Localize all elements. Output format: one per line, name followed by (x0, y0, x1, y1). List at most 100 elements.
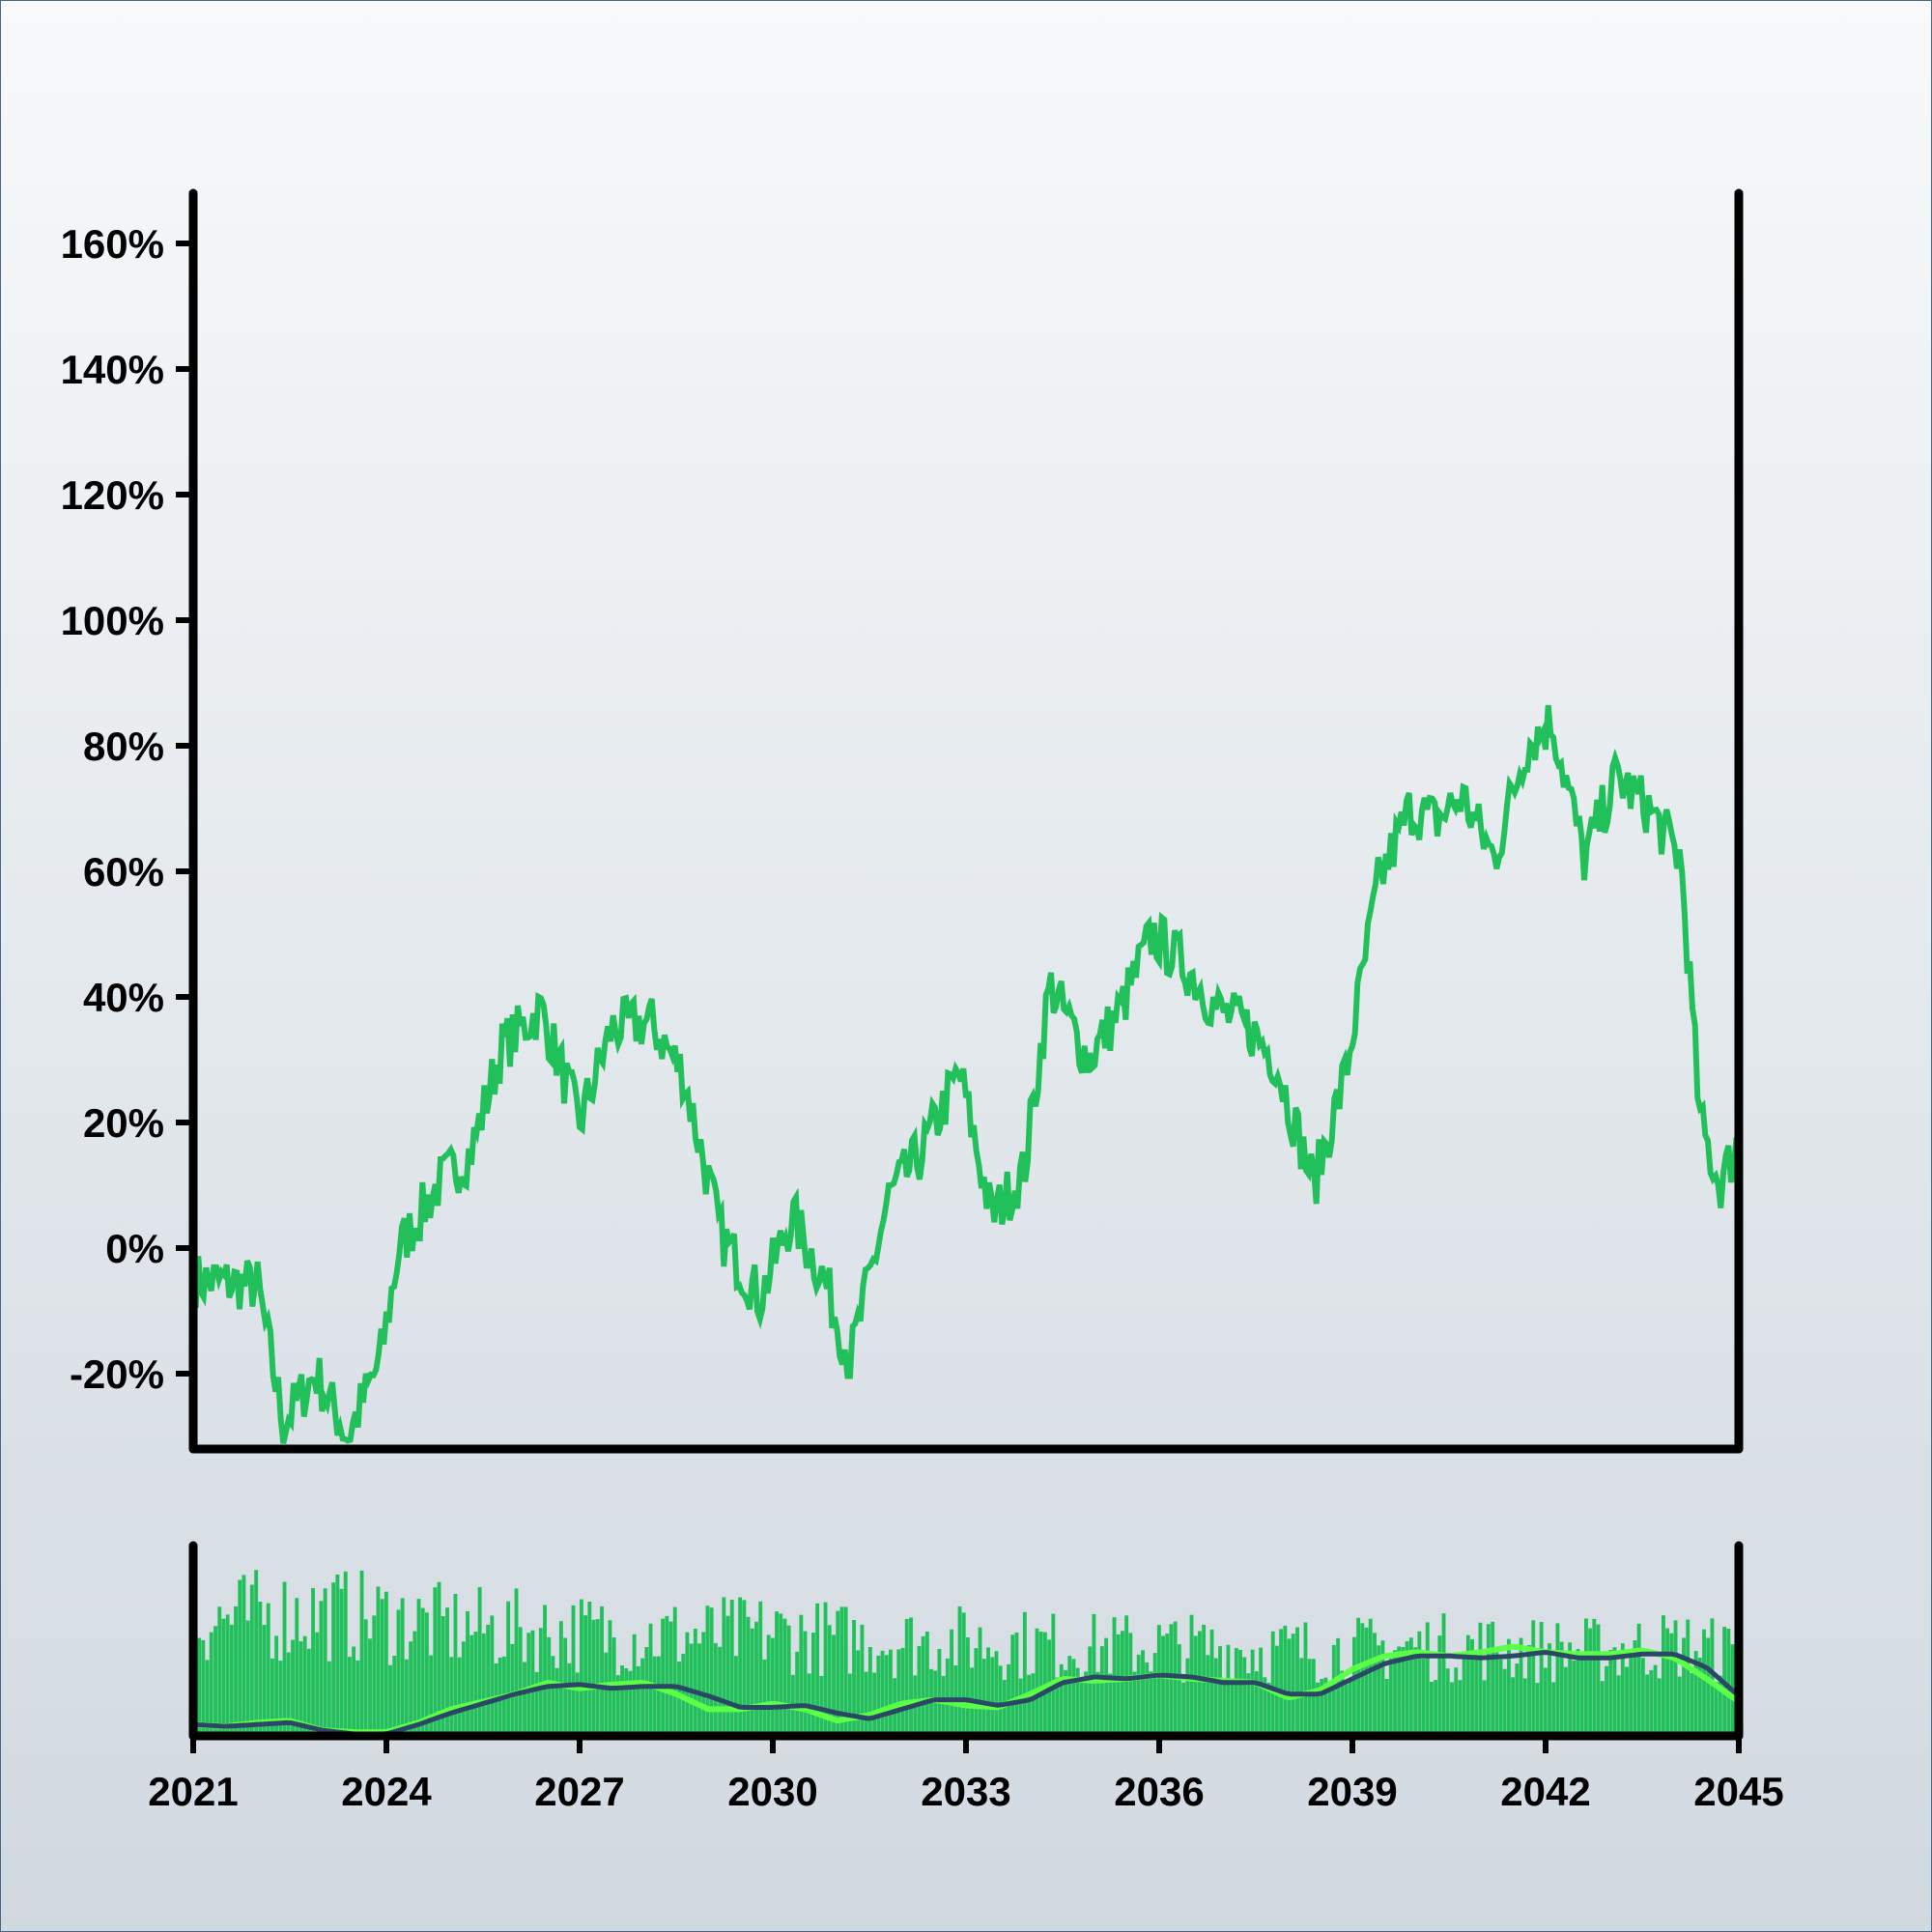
volume-bar (1494, 1652, 1499, 1736)
volume-bar (864, 1671, 868, 1736)
volume-bar (1124, 1615, 1129, 1736)
volume-bar (461, 1641, 466, 1736)
volume-bar (363, 1619, 368, 1736)
volume-bar (1633, 1640, 1637, 1736)
volume-bar (234, 1605, 238, 1736)
volume-bar (782, 1618, 787, 1736)
volume-bar (1636, 1623, 1641, 1736)
volume-bar (266, 1603, 270, 1736)
volume-bar (1706, 1637, 1711, 1736)
volume-bar (1327, 1682, 1332, 1736)
volume-bar (1010, 1634, 1015, 1736)
price-panel: -20% 0% 20% 40% 60% 80% 100% 120% 140% 160% (61, 188, 1744, 1454)
volume-bar (1320, 1679, 1324, 1736)
volume-bar (1726, 1629, 1731, 1736)
volume-bar (722, 1597, 726, 1736)
volume-bar (298, 1641, 303, 1736)
volume-bar (1462, 1651, 1466, 1736)
volume-bar (1198, 1631, 1202, 1736)
volume-bar (924, 1632, 929, 1736)
volume-bar (904, 1619, 909, 1736)
volume-bar (225, 1614, 230, 1736)
volume-bar (762, 1659, 767, 1736)
volume-bar (1291, 1634, 1295, 1736)
volume-bar (1095, 1671, 1100, 1736)
volume-bar (709, 1607, 714, 1736)
volume-bar (1600, 1681, 1605, 1736)
volume-bar (648, 1623, 653, 1736)
volume-bar (786, 1625, 791, 1736)
volume-bar (742, 1600, 747, 1736)
volume-bar (1104, 1637, 1109, 1736)
volume-bar (1352, 1636, 1356, 1736)
volume-bar (775, 1611, 779, 1736)
volume-bar (1629, 1656, 1634, 1736)
volume-bar (388, 1664, 392, 1736)
volume-bar (335, 1575, 340, 1736)
volume-bar (197, 1637, 202, 1736)
volume-bar (1576, 1649, 1580, 1736)
volume-bar (1640, 1658, 1645, 1736)
volume-bar (677, 1662, 681, 1736)
volume-bar (884, 1655, 889, 1736)
volume-bar (770, 1637, 775, 1736)
volume-bar (1022, 1611, 1027, 1736)
volume-bar (839, 1606, 844, 1736)
volume-bar (937, 1649, 942, 1736)
volume-bar (481, 1633, 486, 1736)
y-tick-label: 140% (61, 347, 164, 392)
volume-bar (961, 1612, 966, 1736)
volume-bar (1014, 1633, 1019, 1736)
volume-bar (1563, 1666, 1568, 1736)
volume-bar (201, 1639, 206, 1736)
volume-bar (1051, 1613, 1056, 1736)
volume-bar (628, 1670, 633, 1736)
volume-bar (209, 1632, 213, 1736)
volume-bar (1088, 1646, 1093, 1736)
x-tick-label: 2024 (341, 1769, 432, 1814)
volume-bar (1616, 1675, 1621, 1736)
volume-bar (1608, 1650, 1613, 1736)
volume-bar (1368, 1618, 1373, 1736)
volume-bar (1669, 1633, 1674, 1736)
volume-bar (1697, 1658, 1702, 1736)
volume-bar (425, 1612, 429, 1736)
x-tick-label: 2036 (1114, 1769, 1204, 1814)
volume-bar (245, 1620, 250, 1736)
y-tick-label: 20% (83, 1100, 164, 1146)
volume-bar (1450, 1682, 1454, 1736)
volume-bar (832, 1634, 836, 1736)
x-tick-label: 2039 (1307, 1769, 1397, 1814)
volume-bar (1316, 1682, 1320, 1736)
volume-bar (880, 1650, 885, 1736)
volume-bar (1311, 1659, 1316, 1736)
volume-bar (921, 1635, 925, 1736)
volume-bar (1206, 1655, 1210, 1736)
volume-bar (523, 1662, 526, 1736)
volume-bar (591, 1619, 596, 1736)
volume-bar (221, 1618, 226, 1736)
volume-bar (713, 1642, 718, 1736)
volume-bar (1067, 1656, 1072, 1736)
volume-bar (1064, 1669, 1067, 1736)
volume-bar (1071, 1659, 1076, 1736)
volume-bar (315, 1632, 320, 1736)
volume-bar (1128, 1633, 1133, 1736)
volume-bar (1250, 1649, 1255, 1736)
volume-bar (758, 1601, 763, 1736)
volume-bar (1266, 1682, 1271, 1736)
volume-bar (1649, 1669, 1654, 1736)
volume-bar (412, 1631, 417, 1736)
volume-bar (457, 1657, 462, 1736)
volume-bar (1458, 1680, 1463, 1736)
volume-bar (384, 1591, 388, 1736)
volume-bar (734, 1656, 738, 1736)
volume-bar (1027, 1674, 1032, 1736)
volume-bar (396, 1609, 401, 1736)
volume-bar (429, 1655, 434, 1736)
volume-bar (580, 1599, 583, 1736)
volume-bar (823, 1602, 828, 1736)
volume-bar (615, 1675, 620, 1736)
volume-bar (636, 1665, 640, 1736)
